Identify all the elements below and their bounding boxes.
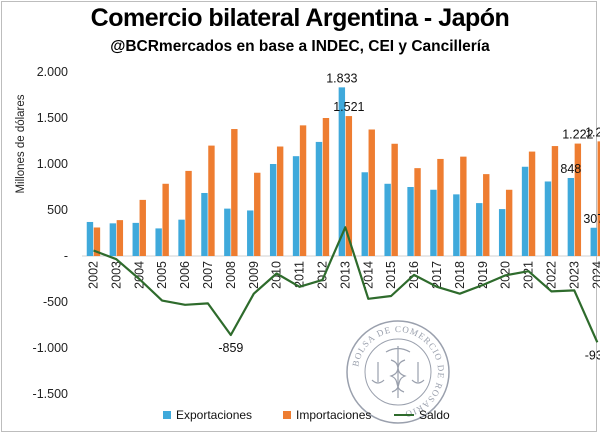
bar-exportaciones <box>361 172 368 256</box>
x-tick-label: 2018 <box>453 261 467 289</box>
bar-importaciones <box>460 156 467 256</box>
x-tick-label: 2015 <box>384 261 398 289</box>
x-tick-label: 2024 <box>590 261 600 289</box>
chart-title: Comercio bilateral Argentina - Japón <box>90 4 510 32</box>
x-tick-label: 2017 <box>430 261 444 289</box>
bar-exportaciones <box>132 222 139 256</box>
bar-importaciones <box>93 227 101 256</box>
bar-exportaciones <box>544 181 552 256</box>
data-label: 1.521 <box>333 100 364 114</box>
data-label: 307 <box>583 212 600 226</box>
x-tick-label: 2012 <box>315 261 329 289</box>
bar-importaciones <box>299 125 307 256</box>
caduceus-icon <box>371 346 425 398</box>
bar-exportaciones <box>224 208 231 256</box>
bar-importaciones <box>368 129 375 256</box>
bar-exportaciones <box>590 227 597 256</box>
legend-label-importaciones: Importaciones <box>296 408 372 422</box>
bar-importaciones <box>505 189 513 256</box>
y-tick-label: 2.000 <box>37 65 68 79</box>
y-tick-label: 1.500 <box>37 111 68 125</box>
bar-importaciones <box>597 141 600 256</box>
legend-line-saldo <box>394 414 414 416</box>
x-tick-label: 2013 <box>338 261 352 289</box>
bar-exportaciones <box>476 203 483 256</box>
legend-swatch-importaciones <box>283 411 291 419</box>
bar-exportaciones <box>201 192 208 256</box>
bar-importaciones <box>254 172 261 256</box>
data-label: 1.222 <box>562 128 593 142</box>
bar-importaciones <box>162 183 169 256</box>
legend-label-exportaciones: Exportaciones <box>176 408 253 422</box>
bar-importaciones <box>185 170 192 256</box>
bar-importaciones <box>322 118 330 256</box>
bar-exportaciones <box>109 223 117 256</box>
legend-label-saldo: Saldo <box>419 408 450 422</box>
x-tick-label: 2023 <box>567 261 581 289</box>
data-label: 1.246 <box>585 125 600 139</box>
x-tick-label: 2007 <box>201 261 215 289</box>
bar-importaciones <box>528 151 536 256</box>
chart-subtitle: @BCRmercados en base a INDEC, CEI y Canc… <box>110 38 490 55</box>
x-tick-label: 2014 <box>361 261 375 289</box>
x-tick-label: 2011 <box>293 261 307 288</box>
y-tick-label: -1.500 <box>33 387 68 401</box>
bar-importaciones <box>345 116 353 257</box>
bar-importaciones <box>437 158 444 256</box>
bar-exportaciones <box>498 209 506 256</box>
bar-exportaciones <box>567 177 575 256</box>
bar-importaciones <box>574 143 582 256</box>
bar-exportaciones <box>292 156 300 256</box>
bar-exportaciones <box>338 87 346 256</box>
data-label: -859 <box>218 341 243 355</box>
bar-exportaciones <box>155 228 162 256</box>
x-tick-label: 2006 <box>178 261 192 289</box>
data-label: 848 <box>560 162 581 176</box>
x-tick-label: 2005 <box>155 261 169 289</box>
bar-exportaciones <box>315 141 323 256</box>
bar-exportaciones <box>384 183 391 256</box>
bar-exportaciones <box>407 187 414 256</box>
bar-exportaciones <box>86 221 94 256</box>
bar-exportaciones <box>247 210 254 256</box>
x-tick-label: 2019 <box>476 261 490 289</box>
line-saldo <box>93 226 599 343</box>
y-tick-label: 1.000 <box>37 157 68 171</box>
legend-swatch-exportaciones <box>163 411 171 419</box>
legend-item-exportaciones: Exportaciones <box>163 408 252 422</box>
bar-exportaciones <box>453 194 460 256</box>
x-tick-label: 2021 <box>522 261 536 289</box>
bar-exportaciones <box>269 164 277 256</box>
bar-exportaciones <box>521 166 529 256</box>
legend-item-importaciones: Importaciones <box>283 408 371 422</box>
bar-exportaciones <box>430 189 437 256</box>
legend-item-saldo: Saldo <box>394 408 450 422</box>
y-tick-label: - <box>64 249 68 263</box>
bar-importaciones <box>391 143 398 256</box>
data-label: 1.833 <box>326 71 357 85</box>
y-tick-label: 500 <box>47 203 68 217</box>
bar-importaciones <box>414 168 421 256</box>
bar-importaciones <box>231 129 238 256</box>
data-label: -938 <box>585 348 600 362</box>
x-tick-label: 2008 <box>224 261 238 289</box>
x-tick-label: 2022 <box>544 261 558 289</box>
bar-importaciones <box>139 199 146 256</box>
x-tick-label: 2009 <box>247 261 261 289</box>
bar-exportaciones <box>178 219 185 256</box>
bar-importaciones <box>551 146 559 256</box>
bar-importaciones <box>208 145 215 256</box>
x-tick-label: 2002 <box>86 261 100 289</box>
y-tick-label: -1.000 <box>33 341 68 355</box>
y-tick-label: -500 <box>43 295 68 309</box>
bar-importaciones <box>276 146 284 256</box>
bar-importaciones <box>116 220 124 256</box>
bar-importaciones <box>483 174 490 256</box>
x-tick-label: 2003 <box>109 261 123 289</box>
chart-legend: Exportaciones Importaciones Saldo <box>0 408 600 424</box>
